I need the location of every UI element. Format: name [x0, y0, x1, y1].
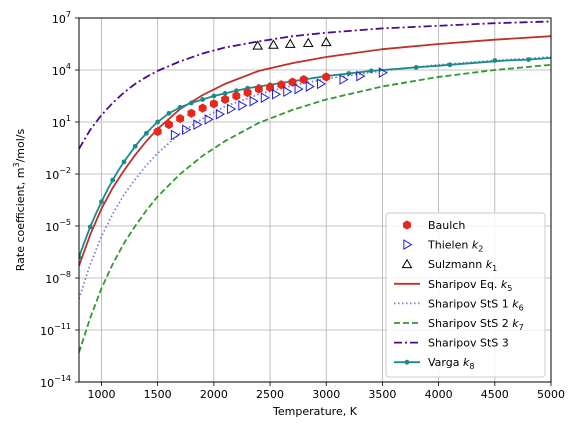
legend-label-sharipov_sts2: Sharipov StS 2 k7: [428, 317, 524, 332]
sulzmann-point: [284, 38, 296, 48]
thielen-point: [193, 119, 203, 130]
legend-symbol-thielen: [403, 239, 413, 250]
x-tick-label: 4000: [425, 388, 453, 401]
sulzmann-point: [268, 39, 279, 49]
x-tick-label: 1000: [87, 388, 115, 401]
legend-label-sharipov_sts3: Sharipov StS 3: [428, 337, 509, 350]
baulch-point: [232, 91, 241, 101]
varga-point: [222, 91, 228, 96]
y-axis-ticks: 107 104 101 10−2 10−5 10−8 10−11 10−14: [40, 10, 79, 390]
baulch-point: [322, 72, 331, 82]
baulch-point: [176, 113, 185, 124]
legend-box: [385, 212, 546, 378]
varga-point: [368, 68, 374, 74]
sulzmann-point: [252, 40, 264, 50]
thielen-point: [378, 67, 388, 78]
legend-label-sulzmann: Sulzmann k1: [428, 258, 497, 273]
thielen-point: [182, 124, 192, 136]
y-tick-label: 10−2: [45, 166, 71, 182]
y-tick-label: 10−14: [40, 374, 71, 390]
y-tick-label: 101: [52, 114, 71, 130]
varga-point: [177, 104, 183, 110]
varga-point: [110, 177, 116, 183]
varga-point: [492, 58, 498, 63]
y-axis-title: Rate coefficient, m3/mol/s: [12, 128, 27, 271]
x-axis-title: Temperature, K: [272, 405, 358, 418]
baulch-point: [209, 99, 218, 109]
x-axis-ticks: 1000 1500 2000 2500 3000 3500 4000 4500 5000: [87, 382, 565, 401]
y-tick-label: 10−5: [45, 218, 71, 234]
y-tick-label: 10−8: [45, 270, 71, 286]
legend-label-baulch: Baulch: [428, 219, 465, 232]
varga-point: [87, 224, 93, 230]
y-tick-label: 10−11: [40, 322, 71, 338]
x-tick-label: 3000: [312, 388, 340, 401]
x-tick-label: 3500: [368, 388, 396, 401]
varga-point: [99, 199, 104, 205]
x-tick-label: 5000: [537, 388, 565, 401]
thielen-point: [227, 103, 237, 115]
legend-label-sharipov_sts1: Sharipov StS 1 k6: [428, 297, 524, 312]
varga-point: [144, 130, 149, 136]
series-line-sharipov_sts2: [79, 63, 551, 353]
varga-point: [188, 100, 194, 106]
baulch-point: [266, 82, 275, 92]
series-line-sharipov_sts3: [79, 20, 551, 150]
varga-point: [121, 159, 127, 165]
baulch-point: [187, 108, 196, 118]
thielen-point: [204, 114, 214, 125]
thielen-point: [170, 129, 181, 141]
varga-point: [132, 143, 138, 149]
thielen-point: [339, 74, 349, 85]
varga-point: [346, 71, 352, 76]
varga-point: [526, 57, 531, 62]
series-layer: [79, 20, 551, 353]
y-tick-label: 107: [52, 10, 71, 26]
varga-point: [447, 62, 453, 68]
baulch-point: [288, 77, 297, 87]
thielen-point: [215, 108, 225, 120]
varga-point: [211, 93, 217, 99]
baulch-point: [164, 120, 173, 130]
legend-label-varga: Varga k8: [428, 356, 474, 371]
sulzmann-point: [320, 36, 332, 47]
series-line-varga: [79, 56, 551, 258]
legend-symbol-sulzmann: [401, 258, 413, 269]
sulzmann-point: [302, 37, 314, 48]
thielen-point: [305, 81, 315, 92]
varga-point: [200, 97, 206, 102]
plot-frame: [78, 17, 552, 383]
thielen-point: [249, 95, 259, 107]
thielen-point: [294, 83, 304, 95]
baulch-point: [153, 126, 162, 137]
thielen-point: [238, 100, 248, 111]
thielen-point: [260, 92, 270, 104]
baulch-point: [254, 84, 263, 94]
thielen-point: [272, 88, 282, 100]
thielen-point: [356, 70, 366, 82]
legend-label-thielen: Thielen k2: [427, 239, 483, 254]
varga-point: [413, 65, 419, 70]
baulch-point: [277, 80, 286, 90]
x-tick-label: 1500: [144, 388, 172, 401]
baulch-point: [299, 74, 308, 85]
x-tick-label: 4500: [481, 388, 509, 401]
x-tick-label: 2500: [256, 388, 284, 401]
baulch-point: [221, 94, 230, 105]
varga-point: [233, 88, 239, 94]
baulch-point: [198, 103, 207, 113]
varga-point: [79, 254, 82, 260]
legend-label-sharipov_eq: Sharipov Eq. k5: [428, 278, 512, 293]
varga-point: [166, 110, 172, 116]
thielen-point: [283, 86, 293, 98]
legend-symbol-baulch: [403, 220, 411, 230]
legend: Baulch Thielen k2 Sulzmann k1 Sharipov Eq. …: [385, 212, 546, 378]
baulch-point: [243, 87, 252, 98]
thielen-point: [316, 78, 327, 90]
x-tick-label: 2000: [200, 388, 228, 401]
varga-point: [155, 119, 161, 125]
y-tick-label: 104: [52, 62, 71, 78]
